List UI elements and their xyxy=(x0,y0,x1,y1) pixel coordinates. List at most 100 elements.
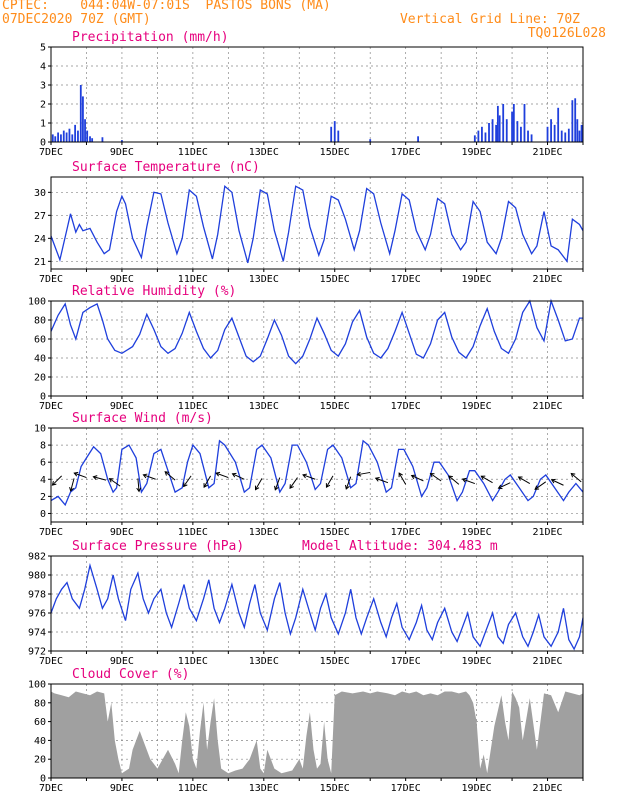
precip-bar xyxy=(488,123,490,142)
wind-vector-head xyxy=(73,471,79,477)
y-tick-label: 980 xyxy=(28,571,46,582)
panel-frame xyxy=(50,176,584,270)
x-date-label: 19DEC xyxy=(462,401,492,412)
panel-title: Surface Wind (m/s) xyxy=(72,411,213,426)
y-tick-label: 21 xyxy=(34,257,46,268)
wind-vector xyxy=(52,475,62,486)
wind-vector xyxy=(398,472,407,485)
x-date-label: 13DEC xyxy=(249,527,279,538)
datetime-header: 07DEC2020 70Z (GMT) xyxy=(2,12,151,27)
precip-bar xyxy=(560,130,563,142)
wind-vector xyxy=(215,472,229,479)
x-date-label: 7DEC xyxy=(39,147,63,158)
precip-bar xyxy=(369,139,372,142)
y-tick-label: 40 xyxy=(34,354,46,365)
panel-title: Surface Temperature (nC) xyxy=(72,160,260,175)
y-tick-label: 20 xyxy=(34,755,46,766)
x-date-label: 9DEC xyxy=(110,147,134,158)
wind-vector-head xyxy=(497,484,503,490)
x-date-label: 19DEC xyxy=(462,656,492,667)
precip-bar xyxy=(417,136,419,142)
wind-vector-head xyxy=(550,478,556,484)
grid-note-header: Vertical Grid Line: 70Z xyxy=(399,12,580,27)
precip-bar xyxy=(512,104,515,142)
precip-bar xyxy=(484,132,487,142)
x-date-label: 17DEC xyxy=(391,783,421,794)
wind-vector xyxy=(93,476,107,481)
precip-bar xyxy=(523,104,526,142)
y-tick-label: 972 xyxy=(28,647,46,658)
temp-line xyxy=(50,184,584,264)
precip-bar xyxy=(550,119,552,142)
wind-vector-head xyxy=(274,485,279,491)
precip-bar xyxy=(495,124,498,142)
wind-vector-head xyxy=(398,472,403,478)
panel-title: Cloud Cover (%) xyxy=(72,667,189,682)
wind-vector-head xyxy=(517,476,523,481)
precip-bar xyxy=(477,130,480,142)
y-tick-label: 10 xyxy=(34,424,46,435)
precip-bar xyxy=(65,132,68,142)
x-date-label: 9DEC xyxy=(110,783,134,794)
precip-bar xyxy=(84,119,86,142)
y-tick-label: 2 xyxy=(40,492,46,503)
x-date-label: 17DEC xyxy=(391,274,421,285)
panel-frame xyxy=(50,427,584,523)
y-tick-label: 80 xyxy=(34,316,46,327)
wind-vector xyxy=(274,477,281,490)
x-date-label: 15DEC xyxy=(320,274,350,285)
wind-vector xyxy=(518,476,531,484)
precip-bar xyxy=(546,126,549,142)
wind-vector xyxy=(164,471,176,481)
precip-bar xyxy=(578,130,581,142)
wind-vector xyxy=(109,478,121,487)
y-tick-label: 60 xyxy=(34,717,46,728)
precip-bar xyxy=(553,124,556,142)
panel-wind: 0 2 4 6 8 10 7DEC 9DEC 11DEC 13DEC 15DEC 17DEC 19DEC… xyxy=(34,411,584,538)
y-tick-label: 100 xyxy=(28,297,46,308)
precip-bar xyxy=(527,130,529,142)
wind-vector-head xyxy=(254,485,260,491)
wind-vector-head xyxy=(69,486,74,492)
x-date-label: 17DEC xyxy=(391,656,421,667)
x-date-label: 17DEC xyxy=(391,401,421,412)
x-date-label: 21DEC xyxy=(532,274,562,285)
wind-vector-head xyxy=(570,472,576,478)
wind-vector xyxy=(326,475,334,488)
wind-vector xyxy=(570,473,582,483)
wind-vector-head xyxy=(344,484,350,490)
precip-bar xyxy=(57,132,59,142)
y-tick-label: 8 xyxy=(40,441,46,452)
x-date-label: 13DEC xyxy=(249,401,279,412)
x-date-label: 13DEC xyxy=(249,274,279,285)
x-date-label: 13DEC xyxy=(249,783,279,794)
x-date-label: 11DEC xyxy=(178,783,208,794)
pres-line xyxy=(50,562,584,651)
wind-vector-head xyxy=(51,481,57,486)
wind-vector xyxy=(534,481,547,490)
y-tick-label: 978 xyxy=(28,590,46,601)
wind-vector-head xyxy=(215,471,221,477)
wind-vector xyxy=(411,475,424,482)
precip-bar xyxy=(121,140,123,142)
y-tick-label: 974 xyxy=(28,628,46,639)
x-date-label: 21DEC xyxy=(532,656,562,667)
y-tick-label: 982 xyxy=(28,552,46,563)
x-date-label: 13DEC xyxy=(249,147,279,158)
x-date-label: 15DEC xyxy=(320,527,350,538)
wind-vector xyxy=(462,478,475,485)
wind-vector xyxy=(345,476,352,490)
y-tick-label: 60 xyxy=(34,335,46,346)
wind-vector-head xyxy=(534,485,540,490)
panel-frame xyxy=(50,46,584,143)
wind-vector-head xyxy=(108,478,114,483)
x-date-label: 7DEC xyxy=(39,274,63,285)
run-code-header: TQ0126L028 xyxy=(527,26,606,41)
model-altitude: Model Altitude: 304.483 m xyxy=(302,539,498,554)
x-date-label: 11DEC xyxy=(178,527,208,538)
wind-vector xyxy=(430,473,442,482)
wind-vector xyxy=(232,473,245,480)
precip-bar xyxy=(337,130,340,142)
x-date-label: 17DEC xyxy=(391,527,421,538)
cloud-area xyxy=(51,691,583,778)
